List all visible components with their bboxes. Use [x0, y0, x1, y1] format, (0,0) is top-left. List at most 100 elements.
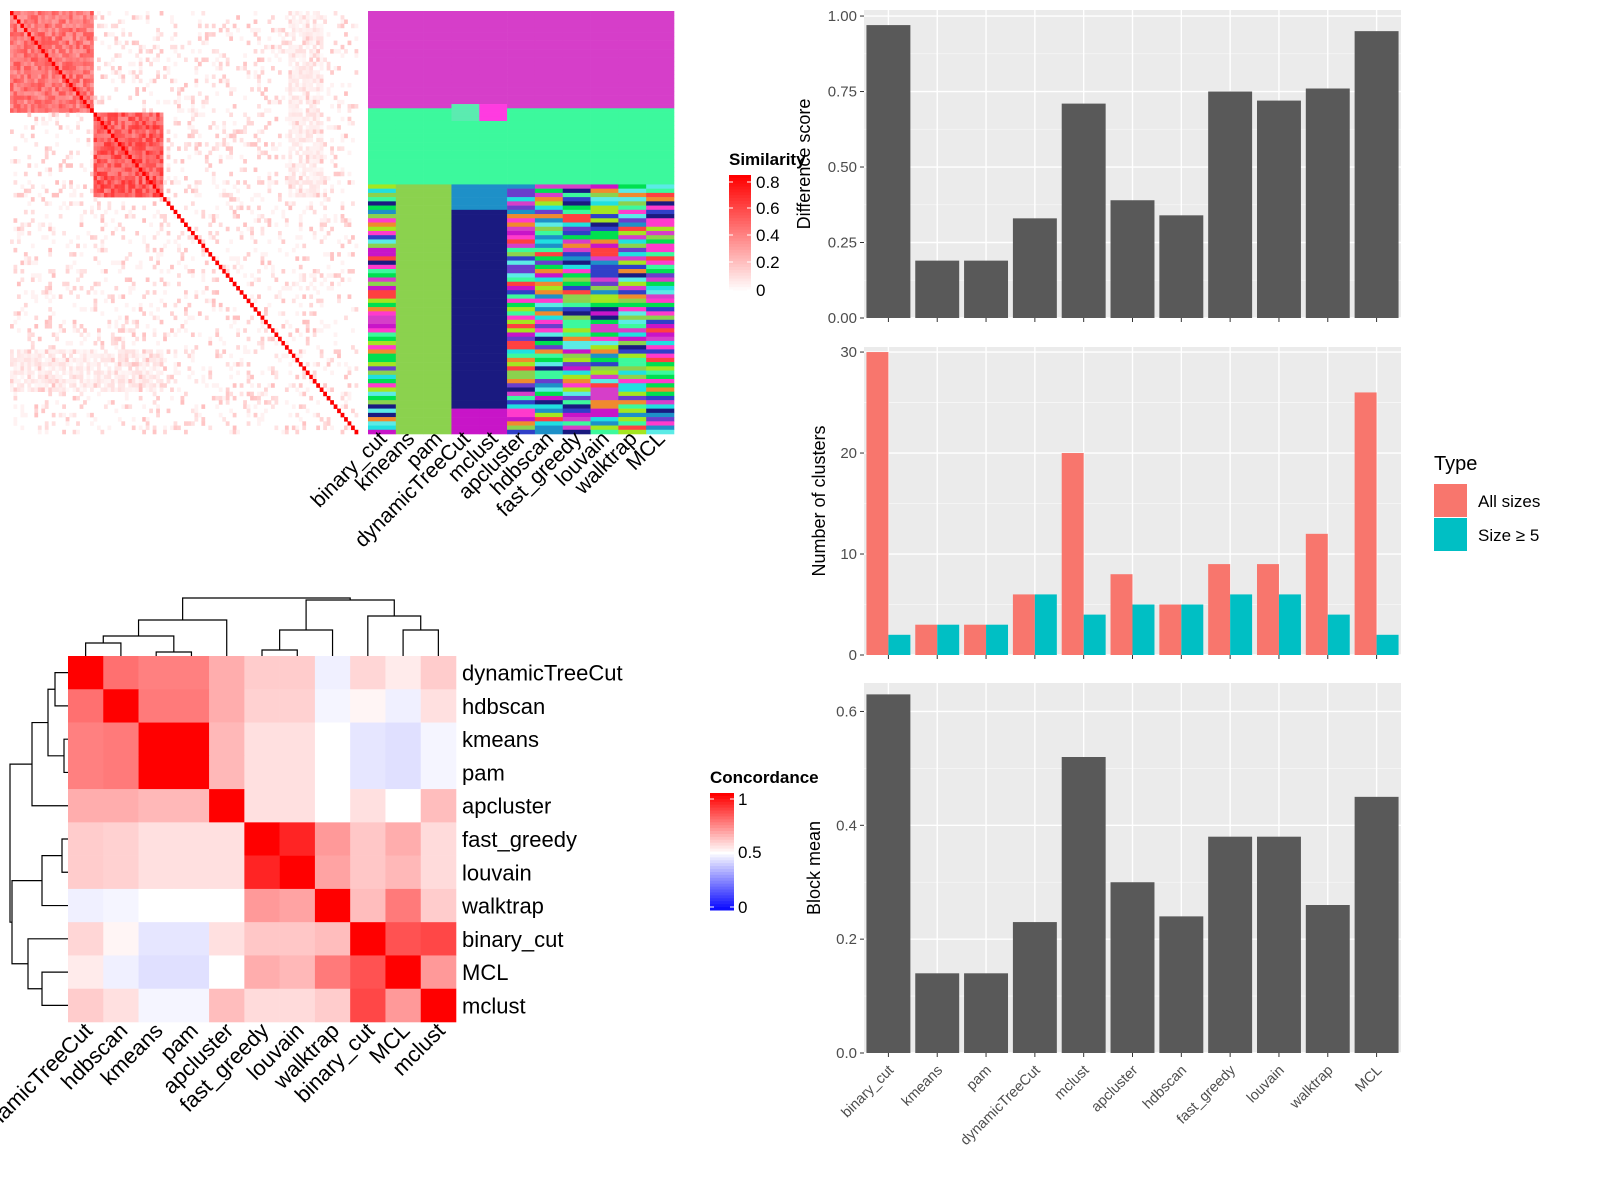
assignment-cell [368, 230, 397, 236]
assignment-cell [562, 273, 591, 278]
similarity-cell [298, 125, 303, 130]
assignment-cell [534, 171, 564, 177]
similarity-cell [79, 82, 84, 88]
similarity-cell [93, 192, 98, 198]
similarity-cell [51, 104, 56, 109]
similarity-cell [159, 32, 164, 37]
similarity-cell [30, 104, 35, 109]
similarity-cell [20, 36, 25, 41]
assignment-cell [562, 99, 591, 105]
similarity-cell [37, 78, 42, 84]
similarity-cell [180, 256, 185, 261]
similarity-cell [152, 366, 157, 371]
similarity-cell [90, 421, 94, 426]
assignment-cell [479, 49, 508, 54]
assignment-cell [395, 226, 424, 232]
similarity-cell [27, 260, 32, 266]
concordance-cell [420, 656, 457, 690]
similarity-cell [34, 23, 39, 29]
similarity-cell [281, 40, 286, 46]
concordance-cell [209, 888, 245, 923]
similarity-cell [72, 370, 77, 376]
similarity-cell [83, 65, 87, 71]
similarity-cell [277, 294, 282, 299]
similarity-cell [128, 214, 133, 219]
similarity-cell [340, 23, 345, 29]
similarity-cell [124, 142, 129, 147]
assignment-cell [618, 49, 647, 54]
assignment-cell [368, 209, 397, 215]
similarity-cell [27, 353, 32, 359]
similarity-cell [69, 78, 73, 84]
similarity-cell [37, 362, 42, 367]
similarity-cell [10, 95, 14, 101]
similarity-cell [10, 78, 14, 84]
similarity-cell [239, 201, 244, 206]
similarity-cell [138, 171, 143, 177]
similarity-cell [316, 23, 321, 29]
similarity-cell [239, 137, 244, 143]
similarity-cell [190, 95, 195, 101]
similarity-cell [51, 294, 56, 299]
similarity-cell [170, 142, 174, 147]
similarity-cell [30, 65, 35, 71]
similarity-cell [97, 366, 101, 371]
similarity-cell [260, 391, 265, 397]
similarity-cell [323, 192, 327, 198]
similarity-cell [138, 146, 143, 151]
similarity-cell [260, 57, 265, 63]
similarity-cell [309, 74, 314, 79]
similarity-cell [16, 53, 21, 58]
similarity-cell [10, 11, 14, 16]
assignment-cell [451, 429, 480, 435]
similarity-cell [79, 307, 84, 312]
similarity-cell [344, 425, 348, 431]
similarity-cell [156, 70, 160, 75]
similarity-cell [142, 133, 147, 139]
assignment-cell [646, 104, 675, 109]
similarity-cell [13, 387, 18, 392]
assignment-cell [451, 197, 480, 202]
similarity-cell [291, 36, 296, 41]
similarity-cell [69, 82, 73, 88]
similarity-cell [319, 125, 324, 130]
similarity-cell [257, 137, 261, 143]
similarity-cell [48, 74, 53, 79]
assignment-cell [590, 49, 619, 54]
similarity-cell [58, 40, 63, 46]
similarity-cell [41, 82, 46, 88]
assignment-cell [618, 32, 647, 37]
similarity-cell [93, 180, 98, 185]
assignment-cell [479, 230, 508, 236]
assignment-cell [395, 188, 424, 194]
similarity-cell [201, 209, 206, 215]
similarity-cell [291, 120, 296, 126]
concordance-cell [314, 988, 351, 1023]
assignment-cell [395, 336, 424, 342]
assignment-cell [479, 277, 508, 283]
similarity-cell [288, 70, 293, 75]
similarity-cell [23, 349, 28, 354]
concordance-legend-swatch [710, 851, 734, 855]
similarity-cell [100, 125, 105, 130]
assignment-cell [479, 74, 508, 79]
similarity-cell [305, 112, 310, 118]
similarity-legend-swatch [729, 189, 751, 193]
similarity-legend-swatch [729, 226, 751, 231]
similarity-cell [103, 222, 108, 228]
similarity-cell [110, 184, 115, 189]
assignment-cell [395, 163, 424, 168]
similarity-cell [83, 70, 87, 75]
similarity-cell [194, 150, 199, 156]
concordance-legend-swatch [710, 822, 734, 826]
similarity-cell [10, 44, 14, 50]
similarity-cell [121, 192, 126, 198]
similarity-cell [326, 197, 331, 202]
similarity-cell [44, 27, 49, 33]
assignment-cell [451, 95, 480, 101]
assignment-cell [590, 340, 619, 346]
similarity-cell [309, 226, 314, 232]
similarity-cell [291, 104, 296, 109]
assignment-cell [395, 252, 424, 257]
similarity-cell [86, 40, 91, 46]
